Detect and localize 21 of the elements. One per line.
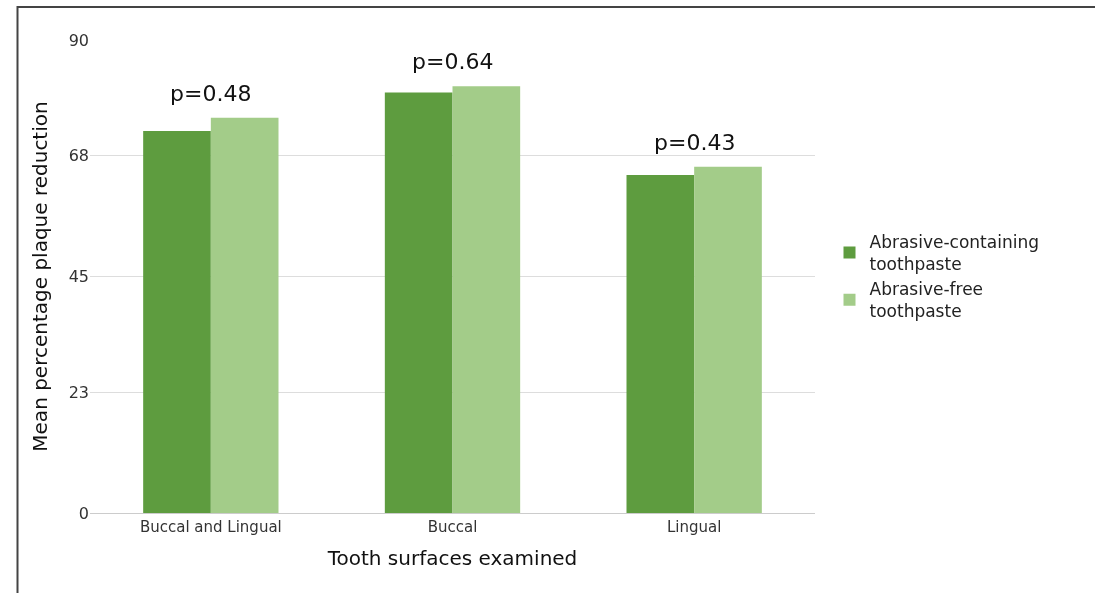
bar	[452, 86, 521, 513]
x-tick-label: Buccal	[427, 518, 478, 536]
y-tick-label: 90	[68, 30, 89, 50]
bar	[626, 175, 695, 513]
bar	[210, 117, 279, 513]
annotation: p=0.43	[654, 130, 736, 155]
y-tick-label: 45	[68, 267, 89, 287]
y-tick-label: 68	[68, 146, 89, 166]
y-axis-title: Mean percentage plaque reduction	[28, 101, 53, 452]
bar	[694, 166, 762, 513]
x-tick-label: Buccal and Lingual	[139, 518, 282, 536]
legend-label: Abrasive-free toothpaste	[869, 279, 984, 322]
bar	[143, 130, 211, 513]
annotation: p=0.48	[170, 81, 252, 106]
x-axis-title: Tooth surfaces examined	[326, 545, 578, 570]
x-tick-label: Lingual	[666, 518, 722, 536]
legend-label: Abrasive-containing toothpaste	[869, 232, 1039, 275]
y-tick-label: 0	[78, 503, 89, 523]
annotation: p=0.64	[412, 49, 494, 74]
bar	[384, 92, 453, 513]
y-tick-label: 23	[68, 382, 89, 402]
